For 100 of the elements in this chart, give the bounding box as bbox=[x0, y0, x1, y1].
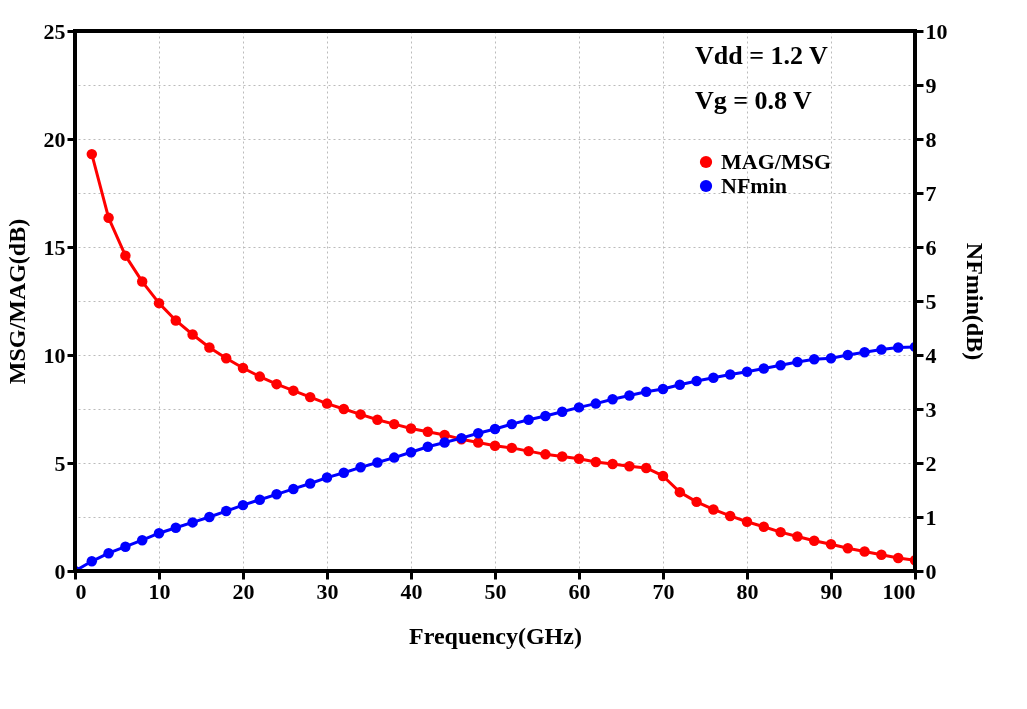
point bbox=[708, 504, 719, 515]
point bbox=[775, 526, 786, 538]
point bbox=[254, 371, 266, 382]
y-axis-title: MSG/MAG(dB) bbox=[3, 218, 30, 385]
point bbox=[624, 390, 635, 401]
point bbox=[590, 456, 602, 468]
point bbox=[708, 372, 719, 383]
point bbox=[556, 406, 568, 417]
point bbox=[355, 409, 366, 420]
point bbox=[338, 403, 350, 415]
point bbox=[120, 541, 131, 552]
point bbox=[640, 462, 652, 474]
point bbox=[859, 546, 870, 557]
point bbox=[288, 385, 299, 396]
point bbox=[724, 369, 736, 380]
point bbox=[758, 363, 770, 374]
point bbox=[825, 538, 837, 550]
point bbox=[573, 402, 585, 413]
legend-label: NFmin bbox=[721, 173, 787, 198]
point bbox=[204, 342, 215, 353]
annotation: Vdd = 1.2 V bbox=[695, 41, 829, 70]
point bbox=[372, 457, 383, 468]
point bbox=[388, 418, 400, 430]
point bbox=[792, 531, 803, 542]
point bbox=[640, 386, 652, 397]
y-tick-label: 25 bbox=[43, 18, 66, 44]
point bbox=[523, 445, 534, 457]
point bbox=[691, 496, 702, 508]
point bbox=[489, 423, 501, 435]
point bbox=[472, 437, 484, 448]
point bbox=[808, 535, 820, 546]
point bbox=[489, 440, 501, 451]
point bbox=[187, 517, 198, 528]
point bbox=[153, 527, 165, 539]
point bbox=[422, 426, 434, 437]
point bbox=[540, 410, 551, 422]
point bbox=[842, 543, 854, 554]
y2-tick-label: 4 bbox=[925, 342, 937, 368]
x-tick-label: 10 bbox=[148, 578, 171, 604]
point bbox=[741, 366, 753, 377]
point bbox=[422, 441, 434, 453]
y2-tick-label: 10 bbox=[925, 18, 948, 44]
y-tick-label: 20 bbox=[43, 126, 66, 152]
point bbox=[220, 505, 232, 517]
point bbox=[472, 428, 484, 439]
point bbox=[842, 349, 854, 361]
y2-tick-label: 2 bbox=[925, 450, 937, 476]
point bbox=[859, 347, 870, 358]
point bbox=[607, 458, 618, 470]
point bbox=[304, 391, 316, 403]
x-axis-title: Frequency(GHz) bbox=[409, 622, 582, 649]
x-tick-label: 40 bbox=[400, 578, 423, 604]
y2-tick-label: 9 bbox=[925, 72, 937, 98]
x-tick-label: 60 bbox=[568, 578, 591, 604]
point bbox=[288, 483, 299, 495]
y2-tick-label: 8 bbox=[925, 126, 937, 152]
point bbox=[271, 489, 282, 500]
point bbox=[321, 398, 333, 409]
point bbox=[120, 250, 131, 261]
point bbox=[237, 499, 249, 511]
y-tick-label: 10 bbox=[43, 342, 66, 368]
point bbox=[153, 297, 165, 309]
x-tick-label: 70 bbox=[652, 578, 675, 604]
point bbox=[573, 453, 585, 464]
point bbox=[657, 383, 669, 395]
point bbox=[876, 549, 887, 561]
y2-tick-label: 5 bbox=[925, 288, 937, 314]
point bbox=[103, 547, 114, 559]
point bbox=[556, 451, 568, 462]
point bbox=[876, 344, 887, 355]
point bbox=[607, 394, 618, 405]
y2-tick-label: 0 bbox=[925, 558, 937, 584]
point bbox=[792, 356, 803, 368]
y2-tick-label: 7 bbox=[925, 180, 937, 206]
point bbox=[103, 212, 114, 224]
point bbox=[254, 494, 266, 505]
x-tick-label: 100 bbox=[882, 578, 916, 604]
point bbox=[506, 442, 518, 454]
x-tick-label: 30 bbox=[316, 578, 339, 604]
x-tick-label: 50 bbox=[484, 578, 507, 604]
point bbox=[372, 414, 383, 426]
x-tick-label: 90 bbox=[820, 578, 843, 604]
point bbox=[220, 353, 232, 364]
point bbox=[590, 398, 602, 409]
point bbox=[187, 329, 198, 340]
point bbox=[523, 414, 534, 426]
point bbox=[304, 478, 316, 489]
point bbox=[624, 461, 635, 472]
x-tick-label: 20 bbox=[232, 578, 255, 604]
legend-label: MAG/MSG bbox=[721, 149, 831, 174]
point bbox=[758, 521, 770, 532]
annotation: Vg = 0.8 V bbox=[695, 86, 813, 115]
point bbox=[170, 315, 182, 326]
point bbox=[724, 510, 736, 522]
point bbox=[741, 516, 753, 527]
point bbox=[892, 552, 904, 564]
y2-tick-label: 3 bbox=[925, 396, 937, 422]
point bbox=[506, 418, 518, 430]
y-tick-label: 0 bbox=[54, 558, 66, 584]
point bbox=[237, 362, 249, 374]
